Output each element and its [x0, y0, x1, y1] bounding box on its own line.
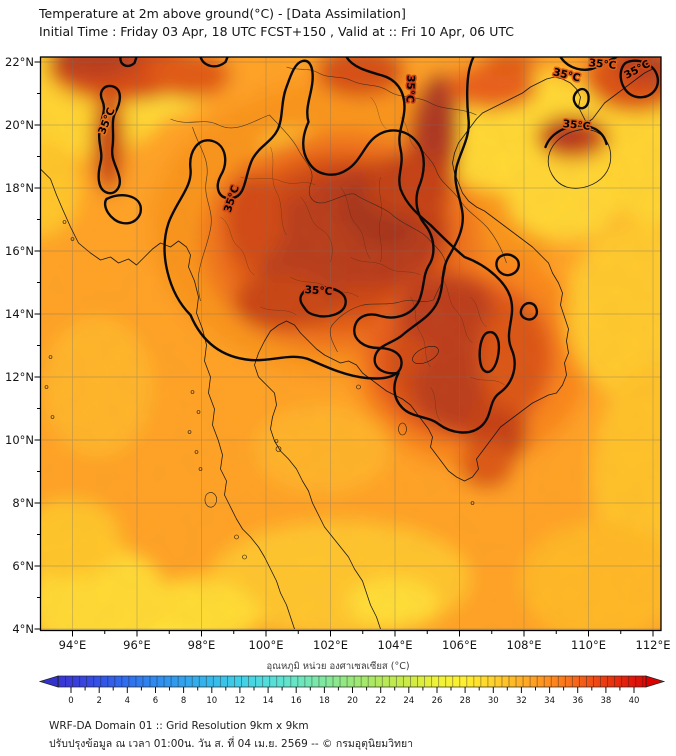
temperature-map: 35°C 35°C 35°C 35°C 35°C 35°C 35°C 35°C …	[5, 55, 671, 652]
lon-tick-label: 98°E	[188, 638, 216, 652]
axis-ticks	[34, 61, 654, 637]
lon-axis: 94°E 96°E 98°E 100°E 102°E 104°E 106°E 1…	[59, 638, 671, 652]
lon-tick-label: 106°E	[442, 638, 477, 652]
texture-overlay	[40, 57, 661, 631]
contour-layer	[97, 57, 660, 434]
lat-axis: 22°N 20°N 18°N 16°N 14°N 12°N 10°N 8°N 6…	[5, 55, 34, 636]
colorbar-tick-label: 36	[572, 696, 583, 706]
colorbar-tick-label: 22	[375, 696, 386, 706]
contour-label: 35°C	[562, 118, 591, 133]
colorbar-tick-label: 40	[629, 696, 640, 706]
page-title: Temperature at 2m above ground(°C) - [Da…	[39, 6, 406, 21]
lon-tick-label: 96°E	[123, 638, 151, 652]
lat-tick-label: 4°N	[12, 622, 34, 636]
colorbar-tick-label: 34	[544, 696, 555, 706]
colorbar-tick-label: 2	[96, 696, 101, 706]
lon-tick-label: 112°E	[636, 638, 671, 652]
lat-tick-label: 20°N	[5, 118, 34, 132]
colorbar-tick-label: 18	[319, 696, 330, 706]
lon-tick-label: 102°E	[313, 638, 348, 652]
colorbar-tick-label: 6	[153, 696, 158, 706]
gridlines	[40, 57, 661, 631]
colorbar-tick-label: 4	[125, 696, 130, 706]
page-subtitle: Initial Time : Friday 03 Apr, 18 UTC FCS…	[39, 24, 514, 39]
contour-label: 35°C	[304, 284, 333, 298]
footer-update-info: ปรับปรุงข้อมูล ณ เวลา 01:00น. วัน ส. ที่…	[49, 738, 414, 750]
colorbar-ticks	[70, 687, 635, 693]
lat-tick-label: 22°N	[5, 55, 34, 69]
contour-label: 35°C	[404, 75, 417, 103]
colorbar-tick-label: 12	[234, 696, 245, 706]
colorbar-tick-label: 10	[206, 696, 217, 706]
lon-tick-label: 100°E	[249, 638, 284, 652]
colorbar-min-arrow	[38, 675, 59, 688]
colorbar-title: อุณหภูมิ หน่วย องศาเซลเซียส (°C)	[266, 661, 410, 672]
lon-tick-label: 94°E	[59, 638, 87, 652]
footer-domain-info: WRF-DA Domain 01 :: Grid Resolution 9km …	[49, 720, 309, 732]
lon-tick-label: 104°E	[378, 638, 413, 652]
lat-tick-label: 6°N	[12, 559, 34, 573]
coastline-layer	[40, 68, 653, 630]
colorbar-tick-label: 26	[432, 696, 443, 706]
lon-tick-label: 110°E	[571, 638, 606, 652]
map-canvas: 35°C 35°C 35°C 35°C 35°C 35°C 35°C 35°C	[40, 57, 661, 631]
colorbar-tick-label: 8	[181, 696, 186, 706]
colorbar-tick-label: 28	[460, 696, 471, 706]
colorbar-tick-label: 16	[291, 696, 302, 706]
colorbar-tick-label: 32	[516, 696, 527, 706]
colorbar: 0 2 4 6 8 10 12 14 16 18 20 22 24 26 28 …	[38, 675, 666, 706]
lat-tick-label: 8°N	[12, 496, 34, 510]
lat-tick-label: 16°N	[5, 244, 34, 258]
colorbar-tick-label: 30	[488, 696, 499, 706]
colorbar-cell-lines	[58, 676, 646, 687]
map-border	[39, 56, 662, 632]
colorbar-tick-label: 24	[403, 696, 414, 706]
lat-tick-label: 14°N	[5, 307, 34, 321]
colorbar-max-arrow	[645, 675, 666, 688]
colorbar-tick-label: 0	[68, 696, 73, 706]
province-boundary-layer	[220, 96, 505, 422]
lat-tick-label: 10°N	[5, 433, 34, 447]
colorbar-tick-label: 14	[263, 696, 274, 706]
lat-tick-label: 12°N	[5, 370, 34, 384]
lat-tick-label: 18°N	[5, 181, 34, 195]
colorbar-tick-label: 20	[347, 696, 358, 706]
colorbar-tick-labels: 0 2 4 6 8 10 12 14 16 18 20 22 24 26 28 …	[68, 696, 639, 706]
contour-label: 35°C	[588, 57, 617, 72]
colorbar-tick-label: 38	[600, 696, 611, 706]
lon-tick-label: 108°E	[507, 638, 542, 652]
